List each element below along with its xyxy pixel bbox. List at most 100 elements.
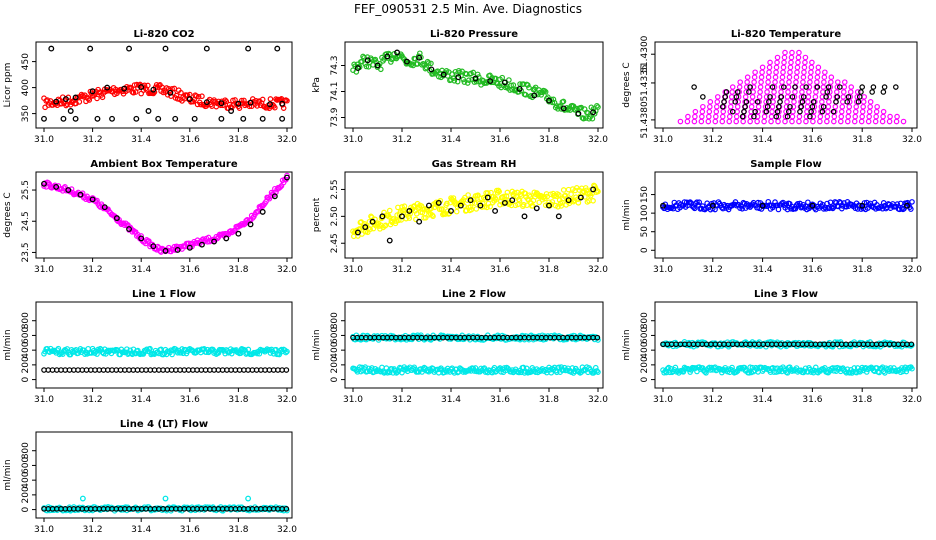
data-point [707, 99, 714, 105]
plot-area [350, 182, 601, 244]
y-tick-label: 24.5 [21, 211, 31, 231]
data-point [501, 79, 508, 86]
x-tick-label: 31.6 [802, 395, 822, 405]
data-point [754, 118, 760, 125]
data-point [531, 92, 538, 99]
figure-title: FEF_090531 2.5 Min. Ave. Diagnostics [353, 2, 583, 16]
data-point [819, 99, 825, 105]
data-point [807, 79, 813, 85]
x-tick-label: 31.4 [131, 525, 151, 535]
panel-li820temp: Li-820 Temperature degrees C 31.0 31.2 31.4 3… [622, 29, 922, 145]
data-point [76, 99, 83, 105]
data-point [150, 86, 157, 93]
panel-line4: Line 4 (LT) Flow ml/min 31.0 31.2 31.4 31.6 31… [3, 419, 297, 535]
data-point [729, 108, 736, 115]
data-point [692, 108, 699, 115]
data-point [699, 365, 706, 371]
data-point [729, 364, 735, 371]
y-tick-label: 200 [21, 486, 31, 503]
data-point [422, 65, 429, 72]
x-tick-label: 31.6 [490, 395, 510, 405]
data-point [781, 54, 788, 61]
data-point [692, 113, 698, 120]
x-tick-label: 31.2 [83, 265, 103, 275]
data-point [428, 66, 435, 73]
data-point [812, 94, 819, 100]
data-point [788, 59, 794, 66]
data-point [789, 49, 795, 56]
data-point [851, 118, 858, 125]
data-point [779, 74, 786, 81]
x-tick-label: 32.0 [588, 265, 608, 275]
x-tick-label: 31.4 [753, 265, 773, 275]
data-point [899, 205, 905, 212]
plot-area [350, 49, 601, 122]
data-point [747, 84, 753, 90]
data-point [815, 64, 822, 71]
data-point [768, 113, 775, 120]
data-point [805, 99, 811, 105]
data-point [41, 115, 47, 122]
data-point [752, 108, 758, 115]
data-point [766, 99, 772, 105]
data-point [780, 69, 786, 76]
data-point [703, 370, 709, 376]
data-point [767, 94, 773, 100]
data-point [354, 229, 361, 236]
data-point [814, 74, 821, 81]
data-point [113, 215, 120, 222]
data-point [55, 345, 62, 352]
data-point [853, 103, 860, 110]
data-point [810, 99, 817, 105]
data-point [800, 74, 807, 81]
data-point [801, 64, 808, 71]
data-point [575, 110, 582, 117]
data-point [109, 115, 115, 122]
data-point [464, 197, 471, 203]
x-tick-label: 31.6 [490, 135, 510, 145]
data-point [821, 74, 828, 81]
data-point [372, 56, 379, 63]
data-point [748, 103, 755, 110]
data-point [825, 84, 832, 90]
x-tick-label: 31.4 [753, 395, 773, 405]
y-tick-label: 600 [21, 327, 31, 344]
data-point [467, 197, 474, 204]
data-point [880, 108, 887, 115]
data-point [784, 113, 791, 120]
data-point [526, 84, 532, 91]
data-point [839, 99, 846, 105]
data-point [709, 202, 716, 209]
data-point [837, 118, 844, 125]
data-point [794, 69, 800, 76]
x-tick-label: 31.0 [653, 135, 673, 145]
data-point [145, 108, 152, 114]
data-point [869, 89, 875, 95]
data-point [94, 115, 101, 122]
panel-title: Li-820 Temperature [731, 29, 841, 40]
data-point [820, 84, 827, 90]
data-point [824, 113, 831, 120]
x-tick-label: 31.2 [703, 265, 723, 275]
data-point [472, 75, 479, 82]
data-point [807, 113, 813, 120]
data-point [477, 202, 484, 209]
data-point [749, 99, 755, 105]
y-tick-label: 800 [21, 442, 31, 459]
data-point [847, 89, 854, 95]
data-point [845, 113, 852, 120]
data-point [428, 60, 434, 67]
data-point [822, 69, 828, 76]
data-point [94, 95, 100, 102]
data-point [691, 118, 698, 125]
data-point [714, 94, 721, 100]
data-point [789, 94, 796, 100]
data-point [698, 118, 705, 125]
data-point [461, 79, 468, 85]
data-point [772, 79, 778, 85]
data-point [97, 89, 104, 95]
data-point [101, 204, 108, 211]
data-point [825, 108, 831, 115]
data-point [549, 199, 556, 205]
